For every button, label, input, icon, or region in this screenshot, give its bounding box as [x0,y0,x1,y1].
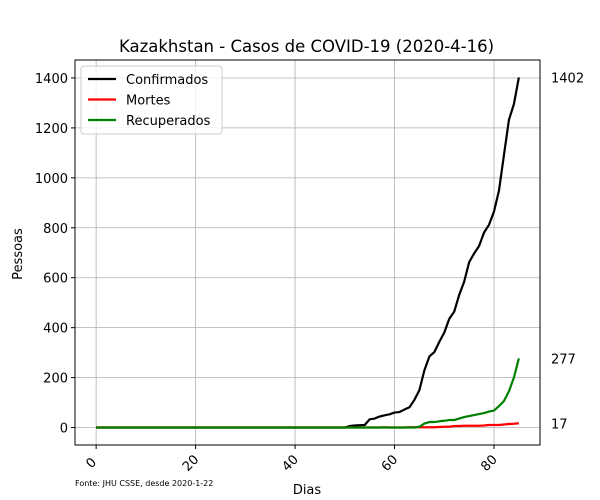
legend-label-2: Recuperados [126,114,211,129]
x-tick-label: 40 [279,452,301,474]
legend-box [80,65,223,135]
legend-label-1: Mortes [126,94,171,109]
x-tick-label: 80 [478,452,500,474]
series-line-0 [96,77,520,429]
y-tick-label: 1000 [35,172,68,187]
y-axis-label: Pessoas [11,228,26,280]
end-label-1: 17 [551,417,568,432]
y-tick-label: 600 [43,272,68,287]
chart-title: Kazakhstan - Casos de COVID-19 (2020-4-1… [119,37,494,56]
source-note: Fonte: JHU CSSE, desde 2020-1-22 [75,479,213,488]
x-tick-label: 0 [83,455,99,471]
y-tick-label: 1400 [35,72,68,87]
legend-label-0: Confirmados [126,73,208,88]
y-tick-label: 400 [43,322,68,337]
plot-frame [74,59,541,446]
x-axis-label: Dias [293,483,322,498]
x-tick-label: 20 [180,452,202,474]
end-labels: 1402 17 277 [551,71,584,432]
y-tick-label: 200 [43,372,68,387]
series-line-2 [96,358,520,429]
y-ticks: 0 200 400 600 800 1000 1200 1400 [35,72,75,437]
axes [74,59,541,446]
y-tick-label: 800 [43,222,68,237]
x-tick-label: 60 [379,452,401,474]
end-label-0: 1402 [551,71,584,86]
legend: Confirmados Mortes Recuperados [80,65,223,135]
series-lines [96,77,520,429]
x-ticks: 0 20 40 60 80 [83,445,501,475]
y-tick-label: 1200 [35,122,68,137]
y-tick-label: 0 [60,422,68,437]
end-label-2: 277 [551,352,576,367]
